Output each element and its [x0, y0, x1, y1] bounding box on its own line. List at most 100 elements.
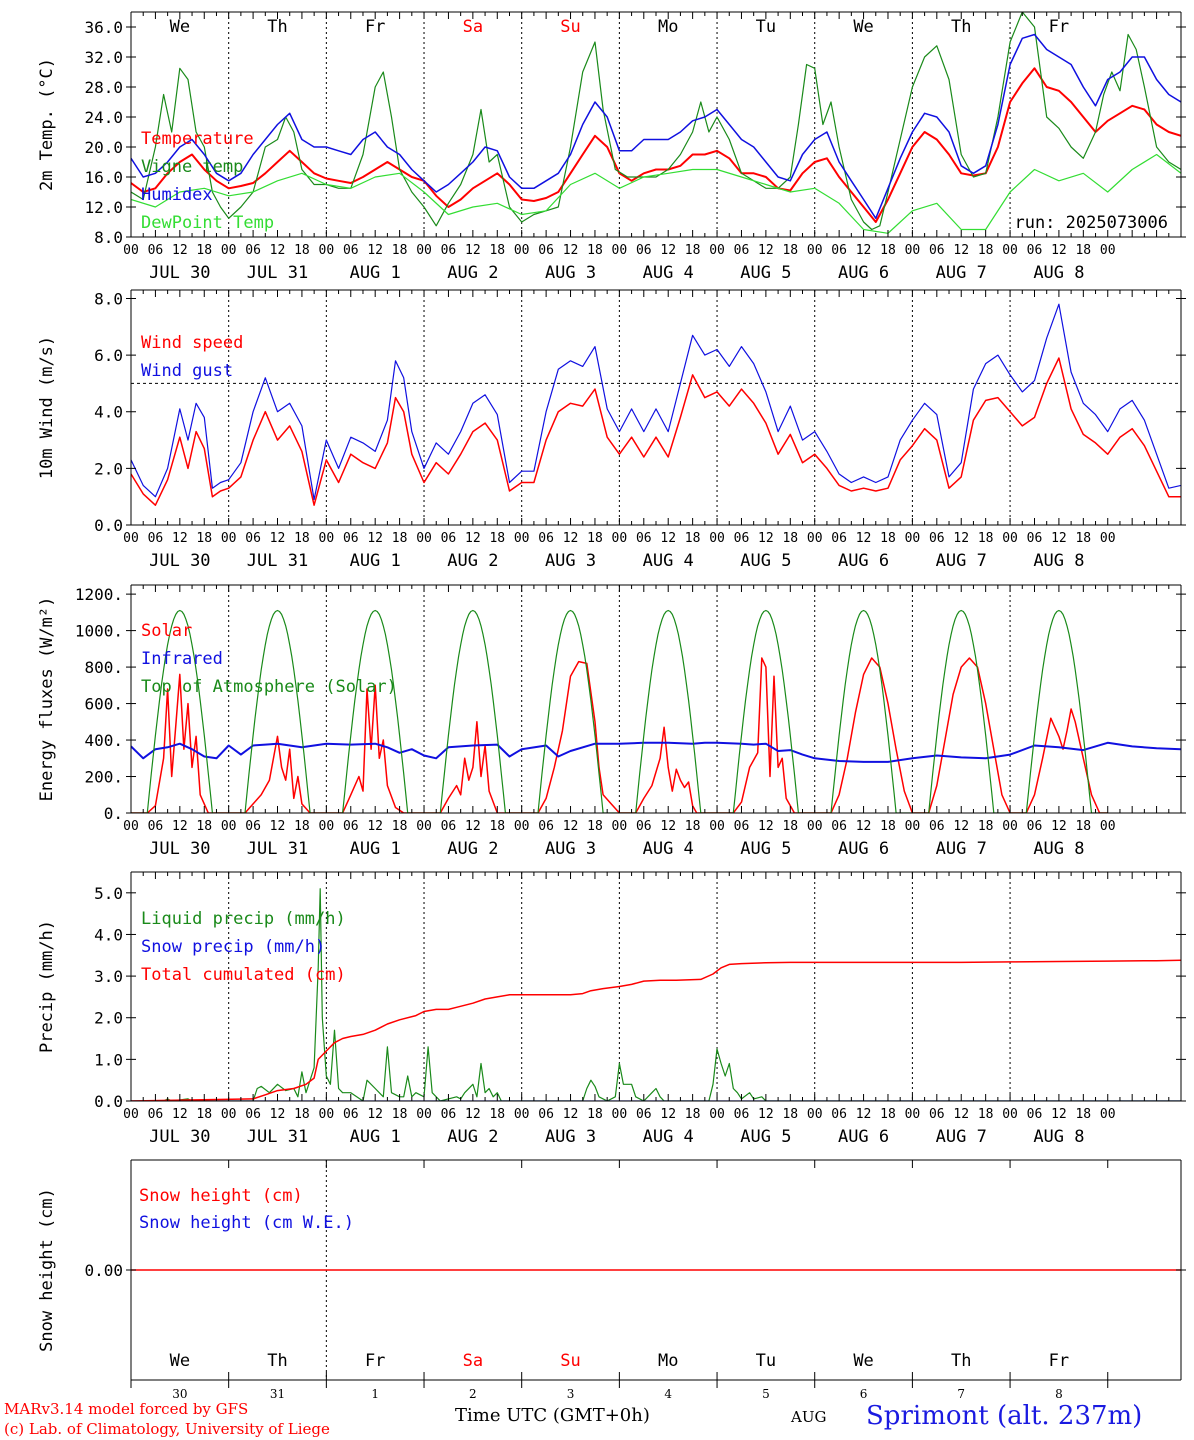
weekday-label: We	[853, 1351, 873, 1371]
hour-label: 12	[172, 243, 188, 258]
hour-label: 18	[978, 819, 994, 834]
hour-label: 06	[148, 819, 164, 834]
hour-label: 18	[489, 531, 505, 546]
panel-3: 0. 200. 400. 600. 800. 1000. 1200. Energy fluxe…	[37, 584, 1186, 859]
date-label: AUG 2	[447, 551, 498, 571]
date-label: AUG 1	[350, 839, 401, 859]
hour-label: 12	[563, 819, 579, 834]
y-tick-label: 400.	[84, 731, 123, 750]
hour-label: 18	[196, 531, 212, 546]
hour-label: 12	[270, 819, 286, 834]
date-label: AUG 8	[1033, 1127, 1084, 1147]
hour-label: 06	[1027, 819, 1043, 834]
month-label: AUG	[791, 1408, 827, 1426]
hour-label: 00	[416, 1107, 432, 1122]
date-label: AUG 8	[1033, 839, 1084, 859]
weekday-label: Tu	[756, 1351, 776, 1371]
hour-label: 12	[563, 243, 579, 258]
weekday-label: Th	[267, 17, 287, 37]
hour-label: 06	[831, 531, 847, 546]
hour-label: 12	[465, 819, 481, 834]
hour-label: 18	[196, 819, 212, 834]
station-title: Sprimont (alt. 237m)	[866, 1401, 1143, 1431]
hour-label: 00	[514, 531, 530, 546]
hour-label: 00	[221, 531, 237, 546]
date-label: AUG 1	[350, 263, 401, 283]
hour-label: 06	[343, 819, 359, 834]
series-group	[131, 12, 1181, 234]
hour-label: 18	[685, 819, 701, 834]
hour-label: 12	[1051, 1107, 1067, 1122]
hour-label: 12	[856, 1107, 872, 1122]
hour-label: 00	[1100, 1107, 1116, 1122]
y-axis-label: Snow height (cm)	[37, 1188, 57, 1352]
hour-label: 06	[831, 1107, 847, 1122]
date-label: AUG 7	[936, 1127, 987, 1147]
y-tick-label: 3.0	[94, 967, 123, 986]
legend-entry: Top of Atmosphere (Solar)	[141, 677, 397, 697]
hour-label: 18	[489, 819, 505, 834]
hour-label: 00	[123, 243, 139, 258]
hour-label: 06	[148, 531, 164, 546]
legend-entry: Total cumulated (cm)	[141, 965, 346, 985]
hour-label: 12	[1051, 531, 1067, 546]
y-tick-label: 8.0	[94, 228, 123, 247]
y-tick-label: 36.0	[84, 18, 123, 37]
hour-label: 06	[245, 531, 261, 546]
legend-entry: Snow height (cm)	[139, 1186, 303, 1206]
hour-label: 00	[612, 243, 628, 258]
hour-label: 00	[1100, 243, 1116, 258]
hour-label: 06	[441, 819, 457, 834]
y-tick-label: 8.0	[94, 289, 123, 308]
hour-label: 06	[538, 1107, 554, 1122]
hour-label: 18	[880, 531, 896, 546]
date-label: AUG 4	[643, 551, 694, 571]
bottom-day-number: 2	[469, 1387, 477, 1401]
hour-label: 00	[221, 243, 237, 258]
hour-label: 00	[709, 531, 725, 546]
weekday-label: Mo	[658, 1351, 678, 1371]
hour-label: 06	[441, 531, 457, 546]
hour-label: 18	[196, 243, 212, 258]
hour-label: 00	[416, 819, 432, 834]
panel-4: 0.0 1.0 2.0 3.0 4.0 5.0 Precip (mm/h) 00 06 12 18 0…	[37, 871, 1186, 1147]
hour-label: 00	[807, 819, 823, 834]
legend-entry: Wind gust	[141, 361, 233, 381]
hour-label: 06	[734, 819, 750, 834]
y-tick-label: 1200.	[75, 585, 123, 604]
date-label: AUG 7	[936, 263, 987, 283]
date-label: AUG 6	[838, 1127, 889, 1147]
hour-label: 12	[660, 531, 676, 546]
hour-label: 00	[514, 1107, 530, 1122]
hour-label: 12	[660, 819, 676, 834]
date-label: AUG 8	[1033, 263, 1084, 283]
hour-label: 00	[221, 819, 237, 834]
series-line-humidex	[131, 33, 1181, 220]
y-tick-label: 1000.	[75, 622, 123, 641]
hour-label: 12	[953, 243, 969, 258]
date-label: AUG 6	[838, 263, 889, 283]
series-line-wind-speed	[131, 357, 1181, 506]
hour-label: 12	[270, 243, 286, 258]
series-line-total-cumulated-cm	[131, 959, 1181, 1101]
bottom-day-number: 6	[860, 1387, 868, 1401]
hour-label: 00	[807, 243, 823, 258]
weekday-label: Fr	[365, 17, 385, 37]
y-tick-label: 12.0	[84, 198, 123, 217]
hour-label: 00	[319, 531, 335, 546]
bottom-day-number: 7	[957, 1387, 965, 1401]
date-label: JUL 31	[247, 263, 308, 283]
hour-label: 00	[1100, 819, 1116, 834]
y-axis-label: Precip (mm/h)	[37, 920, 57, 1053]
hour-label: 18	[978, 1107, 994, 1122]
hour-label: 00	[612, 1107, 628, 1122]
hour-label: 12	[465, 531, 481, 546]
hour-label: 12	[758, 531, 774, 546]
y-tick-label: 28.0	[84, 78, 123, 97]
date-label: JUL 31	[247, 551, 308, 571]
hour-label: 00	[123, 531, 139, 546]
hour-label: 06	[929, 243, 945, 258]
hour-label: 06	[1027, 243, 1043, 258]
hour-label: 06	[831, 819, 847, 834]
date-label: AUG 8	[1033, 551, 1084, 571]
